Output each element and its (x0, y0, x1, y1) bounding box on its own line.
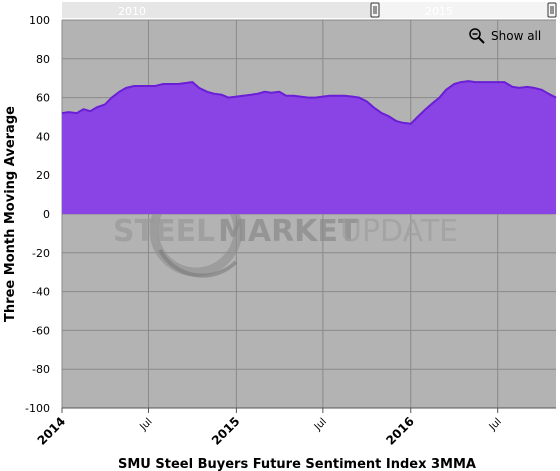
y-axis-ticks: 100 80 60 40 20 0 -20 -40 -60 -80 -100 (25, 14, 50, 415)
y-tick-label: 60 (36, 92, 50, 105)
y-tick-label: -100 (25, 402, 50, 415)
navigator-handle-right[interactable] (547, 2, 557, 18)
x-axis-title: SMU Steel Buyers Future Sentiment Index … (118, 457, 476, 471)
x-axis-ticks: 2014 Jul 2015 Jul 2016 Jul (35, 408, 504, 448)
navigator-label-right: 2015 (425, 5, 453, 18)
watermark-word-update: UPDATE (340, 214, 458, 249)
navigator-label-left: 2010 (118, 5, 146, 18)
series-line (61, 80, 557, 125)
y-tick-label: 100 (29, 14, 50, 27)
zoom-out-icon (469, 28, 485, 44)
y-tick-label: 0 (43, 208, 50, 221)
y-tick-label: 40 (36, 130, 50, 143)
x-tick-label: Jul (487, 416, 504, 433)
navigator[interactable]: 2010 2015 (62, 2, 557, 18)
series-layer (61, 80, 557, 214)
x-tick-label: 2015 (209, 414, 243, 448)
watermark-word-market: MARKET (218, 214, 359, 249)
y-tick-label: 20 (36, 169, 50, 182)
navigator-selected-range[interactable] (374, 2, 556, 18)
show-all-label: Show all (491, 29, 541, 43)
y-tick-label: -20 (32, 247, 50, 260)
y-tick-label: -80 (32, 363, 50, 376)
show-all-button[interactable]: Show all (469, 28, 541, 44)
x-tick-label: 2014 (35, 414, 69, 448)
navigator-unselected-range (62, 2, 374, 18)
y-axis-title: Three Month Moving Average (3, 106, 18, 322)
y-tick-label: -40 (32, 286, 50, 299)
y-tick-label: 80 (36, 53, 50, 66)
series-area (62, 81, 556, 214)
x-tick-label: Jul (312, 416, 329, 433)
x-tick-label: Jul (138, 416, 155, 433)
watermark-word-steel: STEEL (113, 214, 215, 249)
navigator-handle-left[interactable] (370, 2, 380, 18)
y-tick-label: -60 (32, 324, 50, 337)
watermark-swoosh (158, 249, 238, 278)
x-tick-label: 2016 (383, 414, 417, 448)
